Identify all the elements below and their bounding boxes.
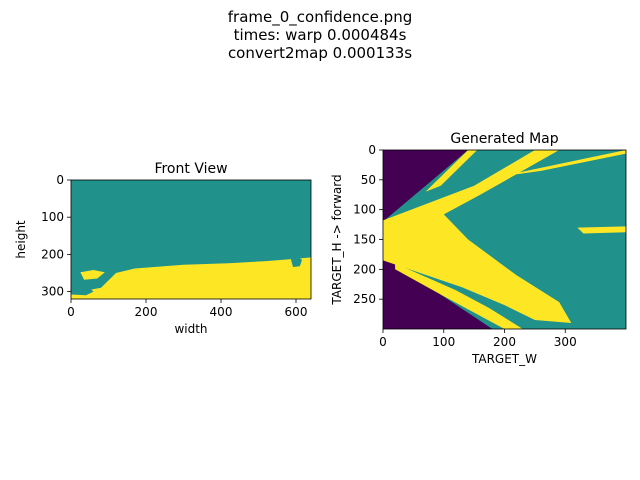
front-view-region-high-1 bbox=[71, 257, 311, 299]
front-view-region-high-2 bbox=[80, 270, 105, 280]
generated-map-region-high-5 bbox=[577, 226, 626, 234]
generated-map-xtick-label-0: 0 bbox=[379, 335, 387, 349]
front-view-xtick-label-2: 400 bbox=[210, 305, 233, 319]
front-view-xtick-label-0: 0 bbox=[67, 305, 75, 319]
front-view-image bbox=[71, 180, 311, 299]
front-view-xtick-label-3: 600 bbox=[285, 305, 308, 319]
front-view-xtick-label-1: 200 bbox=[135, 305, 158, 319]
front-view-region-mid-4 bbox=[290, 255, 302, 267]
generated-map-xlabel: TARGET_W bbox=[471, 352, 537, 366]
generated-map-region-high-3 bbox=[425, 150, 478, 192]
generated-map-ytick-label-4: 200 bbox=[353, 262, 376, 276]
generated-map-region-low-7 bbox=[383, 263, 484, 329]
front-view-ytick-label-2: 200 bbox=[41, 247, 64, 261]
front-view-title: Front View bbox=[154, 161, 227, 177]
front-view-ytick-label-3: 300 bbox=[41, 285, 64, 299]
generated-map-ytick-label-5: 250 bbox=[353, 292, 376, 306]
generated-map-region-high-2 bbox=[383, 150, 572, 323]
front-view-ytick-label-0: 0 bbox=[56, 173, 64, 187]
generated-map-region-high-6 bbox=[395, 263, 523, 329]
generated-map-ylabel: TARGET_H -> forward bbox=[330, 174, 344, 305]
generated-map-image bbox=[383, 150, 626, 329]
generated-map-xtick-label-3: 300 bbox=[554, 335, 577, 349]
front-view-xlabel: width bbox=[174, 322, 207, 336]
front-view-region-mid-3 bbox=[71, 286, 94, 296]
generated-map-ytick-label-3: 150 bbox=[353, 233, 376, 247]
generated-map-ytick-label-1: 50 bbox=[361, 173, 376, 187]
generated-map-title: Generated Map bbox=[450, 131, 558, 147]
front-view-ytick-label-1: 100 bbox=[41, 210, 64, 224]
generated-map-region-mid-1 bbox=[383, 150, 626, 329]
front-view-axes-frame bbox=[70, 179, 312, 300]
generated-map-ytick-label-2: 100 bbox=[353, 203, 376, 217]
figure-suptitle-line-2: times: warp 0.000484s bbox=[233, 26, 407, 44]
generated-map-xtick-label-2: 200 bbox=[493, 335, 516, 349]
generated-map-xtick-label-1: 100 bbox=[432, 335, 455, 349]
generated-map-region-high-4 bbox=[498, 150, 626, 177]
figure-suptitle-line-1: frame_0_confidence.png bbox=[227, 8, 413, 26]
front-view-ylabel: height bbox=[14, 220, 28, 259]
figure-suptitle-line-3: convert2map 0.000133s bbox=[227, 44, 413, 62]
generated-map-ytick-label-0: 0 bbox=[368, 143, 376, 157]
